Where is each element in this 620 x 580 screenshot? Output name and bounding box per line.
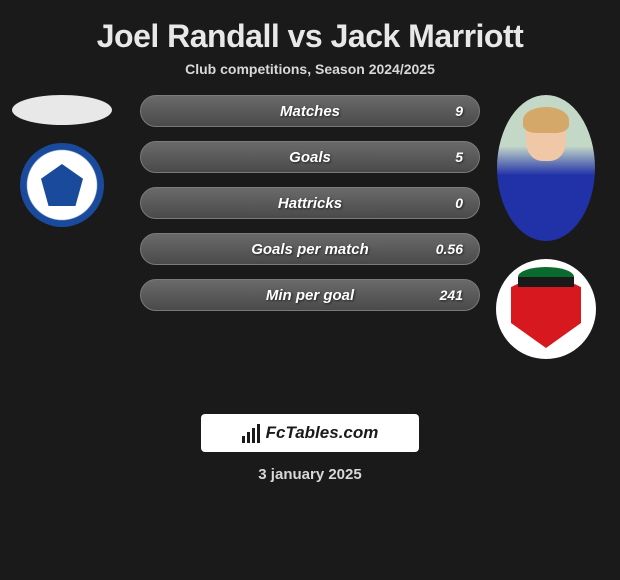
- stats-list: Matches 9 Goals 5 Hattricks 0 Goals per …: [140, 95, 480, 311]
- page-subtitle: Club competitions, Season 2024/2025: [0, 61, 620, 95]
- stat-label: Matches: [280, 103, 340, 120]
- stat-row-goals-per-match: Goals per match 0.56: [140, 233, 480, 265]
- stat-row-hattricks: Hattricks 0: [140, 187, 480, 219]
- stat-value: 0.56: [436, 241, 463, 257]
- stat-value: 0: [455, 195, 463, 211]
- fctables-watermark: FcTables.com: [201, 414, 419, 452]
- stat-row-matches: Matches 9: [140, 95, 480, 127]
- left-player-column: [8, 95, 116, 227]
- stat-value: 5: [455, 149, 463, 165]
- fctables-brand-text: FcTables.com: [266, 423, 379, 443]
- stat-row-min-per-goal: Min per goal 241: [140, 279, 480, 311]
- stat-label: Hattricks: [278, 195, 342, 212]
- stat-row-goals: Goals 5: [140, 141, 480, 173]
- date-label: 3 january 2025: [258, 466, 361, 483]
- fctables-logo-icon: [242, 424, 260, 443]
- stat-label: Goals per match: [251, 241, 369, 258]
- club-crest-right: [496, 259, 596, 359]
- right-player-column: [492, 95, 600, 359]
- stat-value: 9: [455, 103, 463, 119]
- stat-label: Goals: [289, 149, 331, 166]
- page-title: Joel Randall vs Jack Marriott: [0, 0, 620, 61]
- club-crest-left: [20, 143, 104, 227]
- player-left-photo-placeholder: [12, 95, 112, 125]
- stat-value: 241: [440, 287, 463, 303]
- stat-label: Min per goal: [266, 287, 354, 304]
- player-right-photo: [497, 95, 595, 241]
- comparison-content: Matches 9 Goals 5 Hattricks 0 Goals per …: [0, 95, 620, 415]
